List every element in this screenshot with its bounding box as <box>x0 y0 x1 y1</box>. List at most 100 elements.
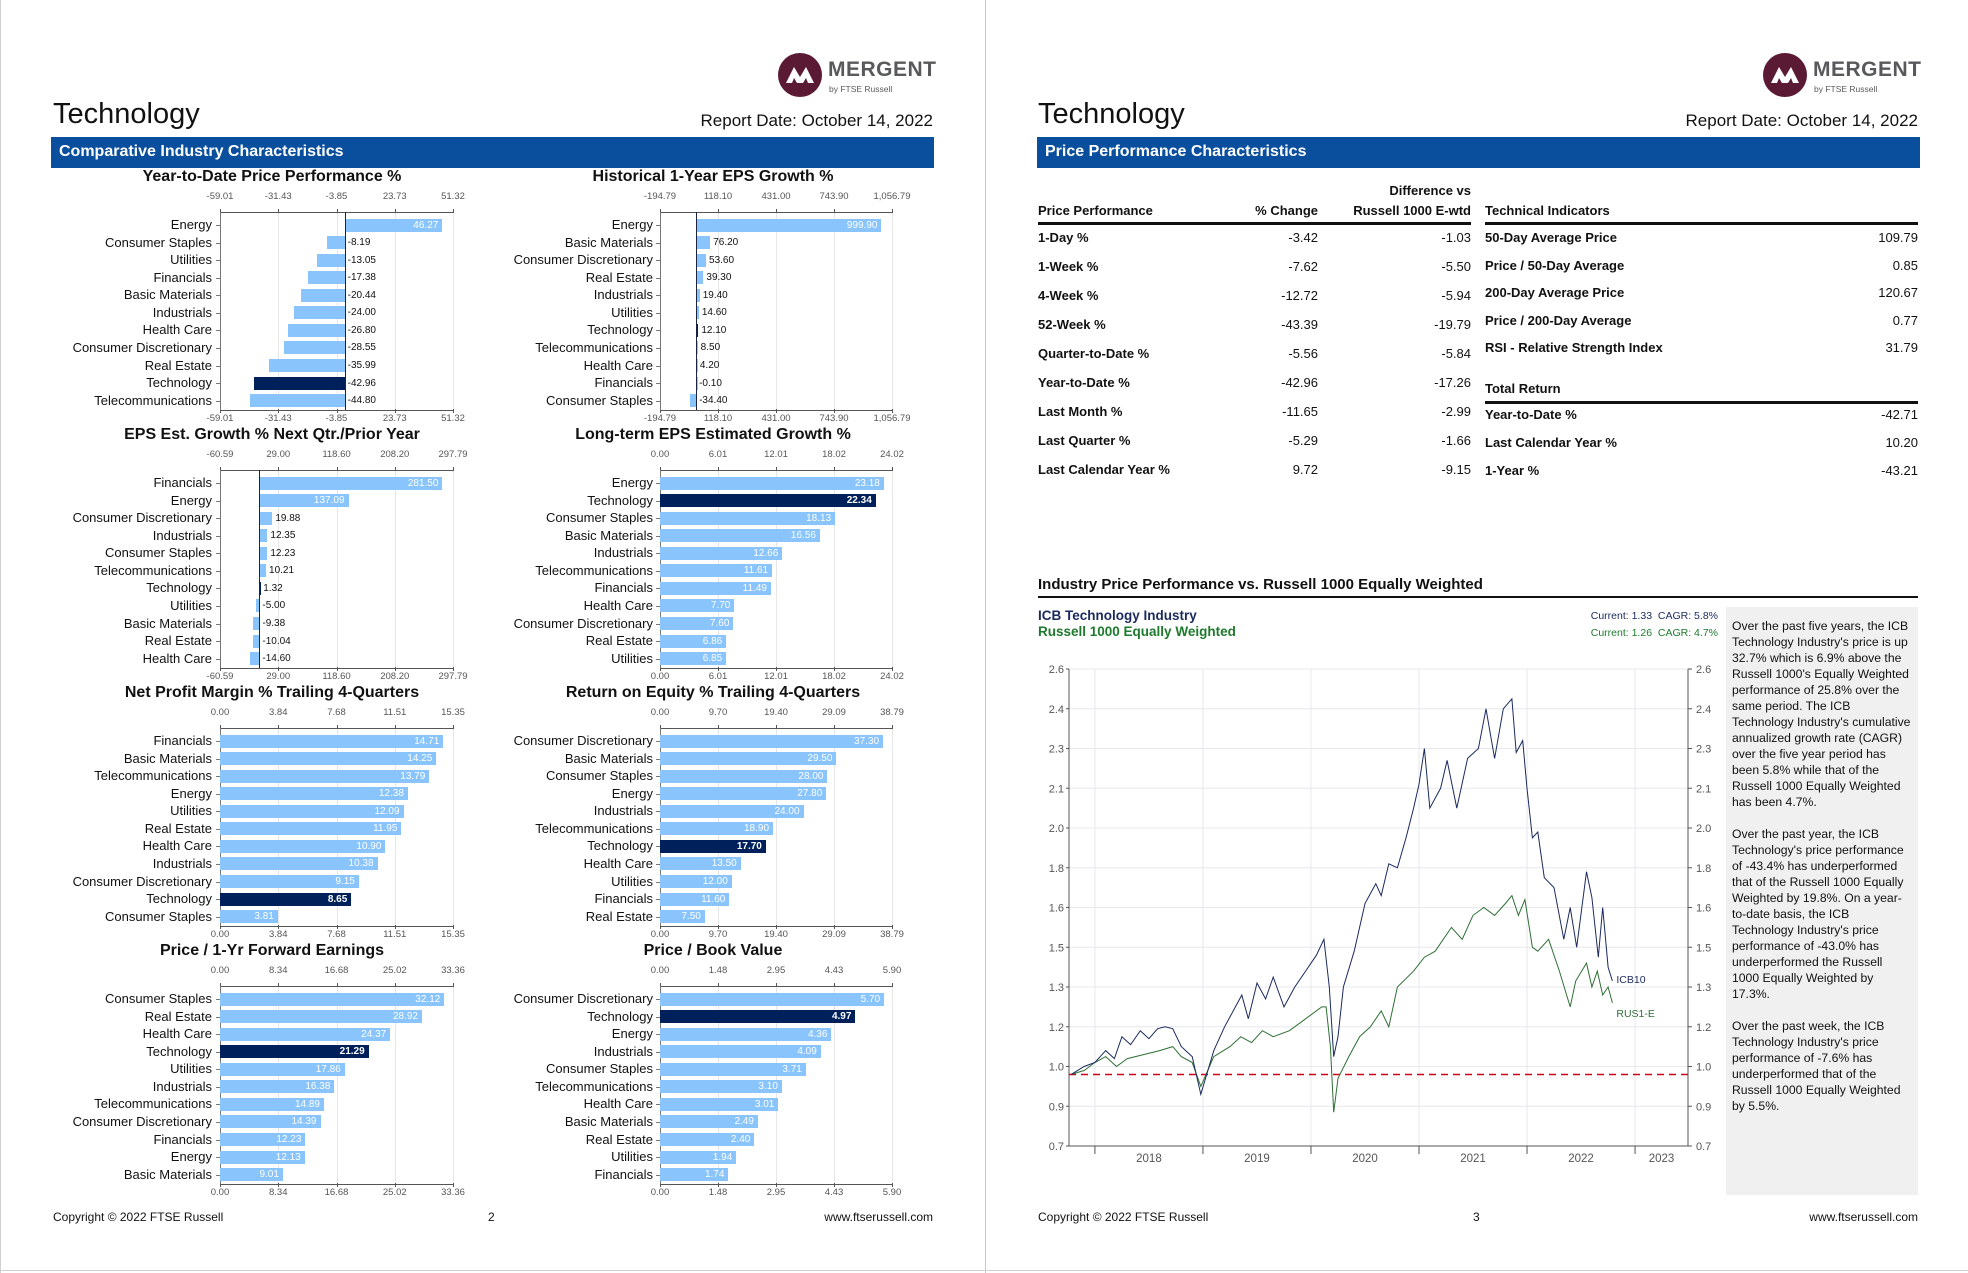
axis-line-bottom <box>660 1184 892 1185</box>
gridline <box>834 728 835 926</box>
rus-end-label: RUS1-E <box>1616 1008 1655 1020</box>
bar <box>259 511 273 525</box>
category-tick <box>656 846 660 848</box>
bar-value-label: 32.12 <box>415 993 441 1005</box>
tick-mark <box>453 409 454 413</box>
bar-value-label: 3.10 <box>758 1081 778 1093</box>
category-tick <box>216 605 220 607</box>
icb-current: Current: 1.33 <box>1590 610 1653 622</box>
tick-mark <box>834 409 835 413</box>
category-label: Consumer Discretionary <box>72 510 212 526</box>
category-label: Utilities <box>170 252 212 268</box>
mergent-logo: MERGENT by FTSE Russell <box>778 53 938 99</box>
bar-value-label: 13.50 <box>711 858 737 870</box>
tick-mark <box>278 667 280 671</box>
tick-mark <box>336 1183 338 1187</box>
bar-value-label: 6.85 <box>702 653 723 665</box>
footer-copyright: Copyright © 2022 FTSE Russell <box>53 1210 224 1224</box>
page-title: Technology <box>1038 98 1185 130</box>
table-rule <box>1485 401 1918 404</box>
category-label: Health Care <box>142 838 212 854</box>
bar <box>660 511 836 525</box>
price-row-change: -7.62 <box>1288 259 1318 274</box>
category-tick <box>656 383 660 385</box>
legend-icb-stats: Current: 1.33 CAGR: 5.8% <box>1578 610 1718 622</box>
axis-tick-label-bottom: 33.36 <box>441 1187 465 1198</box>
axis-line-bottom <box>660 668 892 669</box>
tick-mark <box>278 467 280 471</box>
axis-tick-label-top: 6.01 <box>708 449 728 460</box>
x-tick-label: 2022 <box>1568 1153 1594 1165</box>
tick-mark <box>892 1183 893 1187</box>
price-row-label: Year-to-Date % <box>1038 375 1130 390</box>
category-label: Telecommunications <box>535 562 653 578</box>
axis-tick-label-top: 24.02 <box>880 449 904 460</box>
bar-value-label: 21.29 <box>339 1046 365 1058</box>
category-label: Telecommunications <box>535 820 653 836</box>
category-tick <box>216 260 220 262</box>
axis-tick-label-bottom: 7.68 <box>327 929 346 940</box>
price-row-diff: -1.66 <box>1441 433 1471 448</box>
category-tick <box>656 242 660 244</box>
category-label: Energy <box>170 492 212 508</box>
page-edge <box>0 0 1 1273</box>
price-row-change: -5.56 <box>1288 346 1318 361</box>
category-label: Real Estate <box>144 357 212 373</box>
bar <box>660 1115 758 1129</box>
category-label: Basic Materials <box>564 750 653 766</box>
y-tick-label-left: 1.2 <box>1049 1022 1064 1034</box>
bar-value-label: -0.10 <box>699 377 722 389</box>
category-label: Financials <box>153 269 212 285</box>
price-row-label: Last Month % <box>1038 404 1123 419</box>
category-label: Consumer Discretionary <box>513 615 653 631</box>
tick-mark <box>336 925 338 929</box>
price-row-diff: -5.84 <box>1441 346 1471 361</box>
axis-tick-label-bottom: 5.90 <box>882 1187 902 1198</box>
category-tick <box>656 312 660 314</box>
category-label: Financials <box>153 1131 212 1147</box>
icb-series-line <box>1070 697 1613 1097</box>
axis-line-bottom <box>660 410 892 411</box>
category-tick <box>656 623 660 625</box>
chart-title: Return on Equity % Trailing 4-Quarters <box>565 684 861 701</box>
tick-mark <box>220 209 221 213</box>
technical-row-value: 0.85 <box>1892 257 1918 273</box>
category-label: Basic Materials <box>564 527 653 543</box>
footer-link[interactable]: www.ftserussell.com <box>824 1210 933 1224</box>
axis-tick-label-bottom: 3.84 <box>269 929 288 940</box>
bar-value-label: 1.74 <box>704 1169 725 1181</box>
category-tick <box>656 1104 660 1106</box>
total-return-row-value: -42.71 <box>1881 407 1918 422</box>
y-tick-label-right: 2.4 <box>1696 704 1711 716</box>
gridline <box>892 728 893 926</box>
bar-value-label: 39.30 <box>706 272 732 284</box>
bar <box>660 634 727 648</box>
bar-value-label: 12.23 <box>270 547 296 559</box>
tick-mark <box>660 409 661 413</box>
category-tick <box>216 846 220 848</box>
category-tick <box>656 518 660 520</box>
category-tick <box>656 500 660 502</box>
axis-line-top <box>660 212 892 213</box>
category-label: Telecommunications <box>535 1078 653 1094</box>
axis-tick-label-bottom: 0.00 <box>210 929 230 940</box>
bar <box>288 323 345 337</box>
axis-tick-label-bottom: 0.00 <box>210 1187 230 1198</box>
category-tick <box>656 658 660 660</box>
footer-link[interactable]: www.ftserussell.com <box>1809 1210 1918 1224</box>
bar <box>660 1097 779 1111</box>
col-header-technical: Technical Indicators <box>1485 203 1610 218</box>
bar <box>259 476 443 490</box>
category-label: Technology <box>146 1043 212 1059</box>
price-performance-line-chart: 0.7 0.7 0.9 0.9 1.0 1.0 1.2 1.2 1.3 1.3 1.5 1.5 1.6 1… <box>1049 664 1712 1165</box>
tick-mark <box>892 209 893 213</box>
gridline <box>776 728 777 926</box>
tick-mark <box>220 409 221 413</box>
axis-tick-label-top: 29.09 <box>822 707 846 718</box>
price-row-label: 52-Week % <box>1038 317 1106 332</box>
tick-mark <box>336 467 338 471</box>
report-date: Report Date: October 14, 2022 <box>700 111 933 130</box>
axis-tick-label-top: 18.02 <box>822 449 846 460</box>
bar-value-label: 9.15 <box>335 876 355 888</box>
category-label: Utilities <box>611 304 653 320</box>
